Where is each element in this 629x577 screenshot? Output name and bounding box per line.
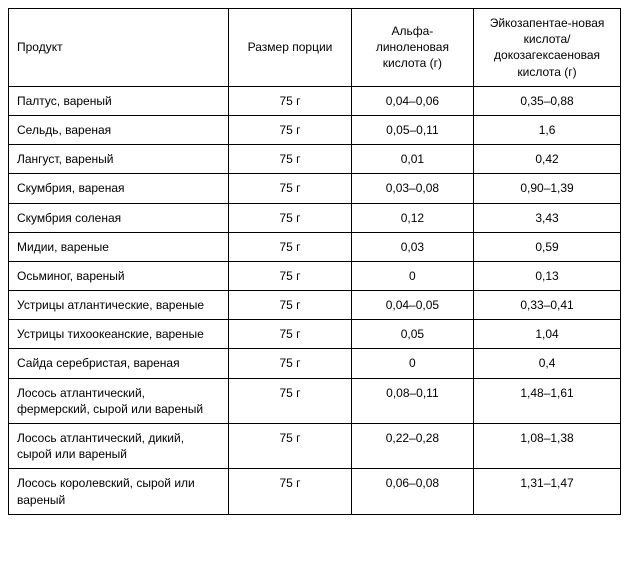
cell-epa-dha: 0,42 <box>474 145 621 174</box>
cell-epa-dha: 1,48–1,61 <box>474 378 621 423</box>
cell-epa-dha: 1,08–1,38 <box>474 424 621 469</box>
cell-portion: 75 г <box>229 203 351 232</box>
cell-portion: 75 г <box>229 174 351 203</box>
cell-epa-dha: 0,90–1,39 <box>474 174 621 203</box>
cell-ala: 0,06–0,08 <box>351 469 473 514</box>
table-row: Скумбрия, вареная75 г0,03–0,080,90–1,39 <box>9 174 621 203</box>
cell-portion: 75 г <box>229 424 351 469</box>
table-row: Осьминог, вареный75 г00,13 <box>9 261 621 290</box>
cell-portion: 75 г <box>229 115 351 144</box>
cell-ala: 0,12 <box>351 203 473 232</box>
cell-portion: 75 г <box>229 86 351 115</box>
cell-product: Скумбрия соленая <box>9 203 229 232</box>
cell-portion: 75 г <box>229 378 351 423</box>
cell-portion: 75 г <box>229 349 351 378</box>
col-header-product: Продукт <box>9 9 229 87</box>
cell-ala: 0,03–0,08 <box>351 174 473 203</box>
cell-portion: 75 г <box>229 320 351 349</box>
table-row: Лосось королевский, сырой или вареный75 … <box>9 469 621 514</box>
col-header-portion: Размер порции <box>229 9 351 87</box>
table-row: Устрицы атлантические, вареные75 г0,04–0… <box>9 291 621 320</box>
cell-product: Мидии, вареные <box>9 232 229 261</box>
cell-ala: 0,22–0,28 <box>351 424 473 469</box>
cell-epa-dha: 1,04 <box>474 320 621 349</box>
table-row: Лосось атлантический, фермерский, сырой … <box>9 378 621 423</box>
cell-product: Лосось королевский, сырой или вареный <box>9 469 229 514</box>
table-row: Сельдь, вареная75 г0,05–0,111,6 <box>9 115 621 144</box>
cell-ala: 0,03 <box>351 232 473 261</box>
cell-ala: 0,08–0,11 <box>351 378 473 423</box>
table-row: Палтус, вареный75 г0,04–0,060,35–0,88 <box>9 86 621 115</box>
nutrition-table: Продукт Размер порции Альфа-линоленовая … <box>8 8 621 515</box>
cell-epa-dha: 1,6 <box>474 115 621 144</box>
cell-epa-dha: 0,4 <box>474 349 621 378</box>
cell-ala: 0,04–0,05 <box>351 291 473 320</box>
table-row: Лосось атлантический, дикий, сырой или в… <box>9 424 621 469</box>
table-header: Продукт Размер порции Альфа-линоленовая … <box>9 9 621 87</box>
table-row: Скумбрия соленая75 г0,123,43 <box>9 203 621 232</box>
cell-ala: 0 <box>351 349 473 378</box>
cell-portion: 75 г <box>229 261 351 290</box>
cell-ala: 0,05–0,11 <box>351 115 473 144</box>
cell-epa-dha: 1,31–1,47 <box>474 469 621 514</box>
table-row: Устрицы тихоокеанские, вареные75 г0,051,… <box>9 320 621 349</box>
table-row: Мидии, вареные75 г0,030,59 <box>9 232 621 261</box>
table-body: Палтус, вареный75 г0,04–0,060,35–0,88Сел… <box>9 86 621 514</box>
cell-portion: 75 г <box>229 469 351 514</box>
table-row: Сайда серебристая, вареная75 г00,4 <box>9 349 621 378</box>
cell-epa-dha: 3,43 <box>474 203 621 232</box>
cell-product: Скумбрия, вареная <box>9 174 229 203</box>
table-row: Лангуст, вареный75 г0,010,42 <box>9 145 621 174</box>
cell-ala: 0,01 <box>351 145 473 174</box>
cell-epa-dha: 0,13 <box>474 261 621 290</box>
cell-product: Палтус, вареный <box>9 86 229 115</box>
cell-product: Устрицы атлантические, вареные <box>9 291 229 320</box>
cell-product: Сайда серебристая, вареная <box>9 349 229 378</box>
cell-product: Лангуст, вареный <box>9 145 229 174</box>
cell-ala: 0,04–0,06 <box>351 86 473 115</box>
cell-product: Осьминог, вареный <box>9 261 229 290</box>
cell-epa-dha: 0,59 <box>474 232 621 261</box>
cell-ala: 0 <box>351 261 473 290</box>
cell-product: Сельдь, вареная <box>9 115 229 144</box>
cell-ala: 0,05 <box>351 320 473 349</box>
cell-product: Устрицы тихоокеанские, вареные <box>9 320 229 349</box>
cell-epa-dha: 0,35–0,88 <box>474 86 621 115</box>
cell-epa-dha: 0,33–0,41 <box>474 291 621 320</box>
col-header-ala: Альфа-линоленовая кислота (г) <box>351 9 473 87</box>
cell-product: Лосось атлантический, фермерский, сырой … <box>9 378 229 423</box>
cell-product: Лосось атлантический, дикий, сырой или в… <box>9 424 229 469</box>
cell-portion: 75 г <box>229 291 351 320</box>
col-header-epa-dha: Эйкозапентае-новая кислота/ докозагексае… <box>474 9 621 87</box>
cell-portion: 75 г <box>229 145 351 174</box>
cell-portion: 75 г <box>229 232 351 261</box>
